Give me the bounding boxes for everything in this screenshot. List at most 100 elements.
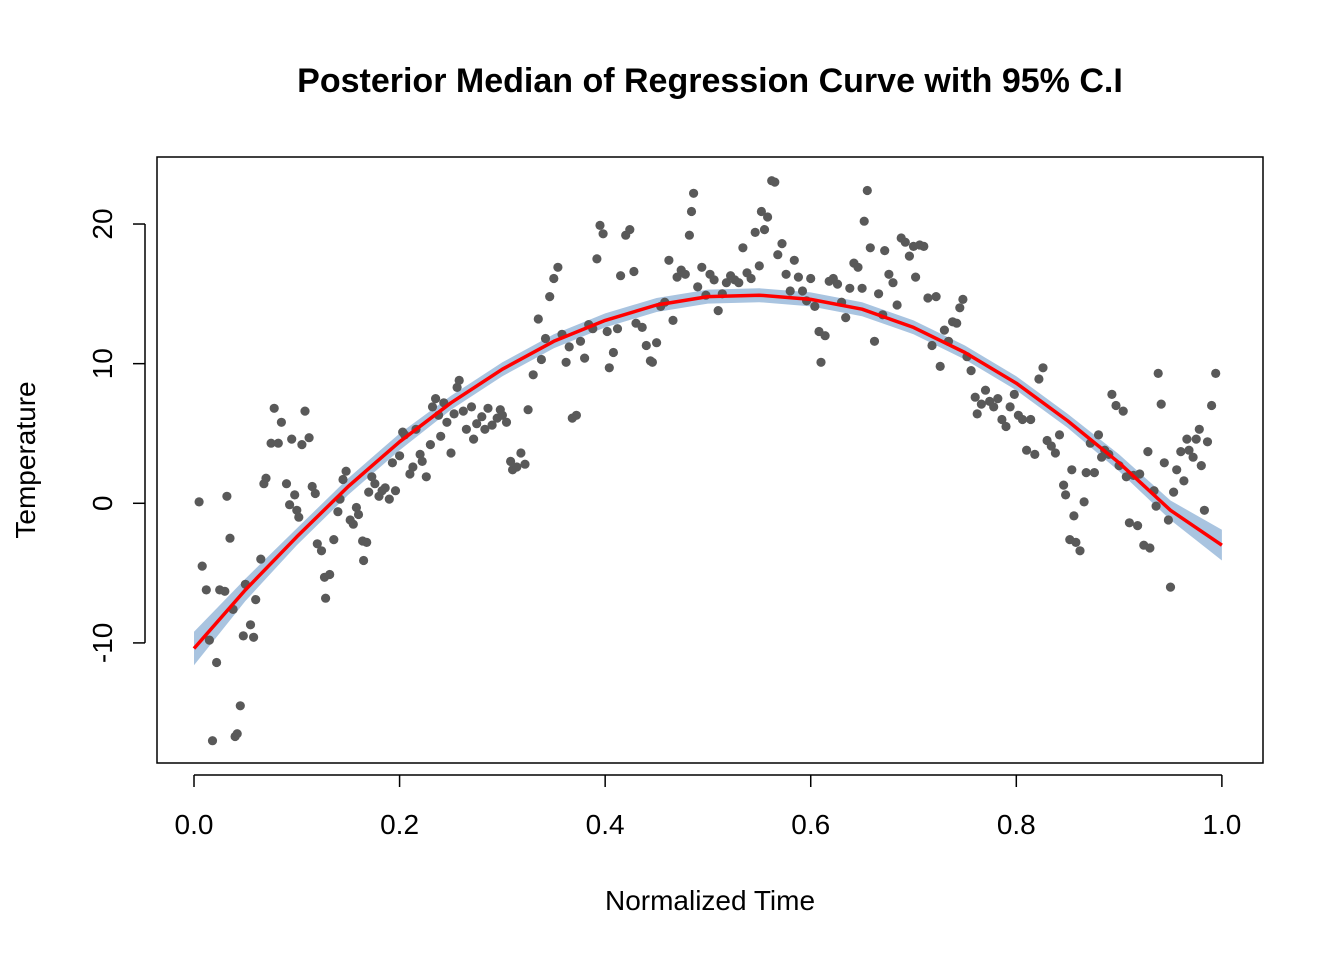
- data-point: [746, 273, 756, 284]
- data-point: [806, 273, 816, 284]
- data-point: [845, 283, 855, 293]
- data-point: [1184, 445, 1194, 455]
- data-point: [571, 410, 582, 420]
- data-point: [781, 269, 791, 279]
- data-point: [384, 494, 394, 504]
- data-point: [1005, 402, 1015, 412]
- data-point: [421, 472, 431, 482]
- data-point: [608, 347, 619, 358]
- data-point: [859, 216, 869, 226]
- data-point: [353, 509, 364, 520]
- data-point: [832, 279, 843, 289]
- data-point: [592, 254, 602, 264]
- data-point: [290, 490, 300, 500]
- data-point: [865, 243, 875, 253]
- data-point: [697, 262, 707, 272]
- x-tick-label: 0.0: [175, 809, 214, 840]
- data-point: [235, 701, 245, 711]
- data-point: [561, 357, 571, 367]
- data-point: [1182, 434, 1192, 444]
- data-point: [304, 433, 314, 443]
- data-point: [261, 473, 271, 483]
- data-point: [197, 561, 207, 571]
- data-point: [1207, 400, 1217, 411]
- data-point: [266, 438, 276, 448]
- data-point: [367, 472, 377, 482]
- data-point: [194, 497, 204, 507]
- data-point: [862, 185, 872, 196]
- data-point: [1022, 445, 1032, 455]
- data-point: [483, 403, 493, 413]
- data-point: [952, 318, 962, 328]
- data-point: [316, 546, 327, 556]
- data-point: [545, 292, 555, 302]
- data-point: [1202, 437, 1213, 447]
- data-point: [232, 729, 242, 739]
- data-point: [1069, 511, 1079, 521]
- data-point: [785, 286, 795, 296]
- data-point: [449, 409, 459, 419]
- data-point: [405, 469, 415, 479]
- data-point: [900, 237, 910, 247]
- data-point: [1156, 399, 1166, 409]
- x-tick-label: 0.6: [791, 809, 830, 840]
- data-point: [523, 405, 533, 415]
- data-point: [939, 325, 950, 335]
- data-point: [931, 292, 941, 302]
- data-point: [1153, 368, 1163, 378]
- data-point: [220, 586, 230, 596]
- data-point: [245, 620, 256, 630]
- data-point: [756, 206, 767, 217]
- data-point: [512, 462, 522, 472]
- data-point: [351, 502, 361, 513]
- data-point: [427, 402, 438, 412]
- data-point: [595, 220, 605, 230]
- data-point: [1124, 518, 1134, 528]
- data-point: [919, 241, 929, 251]
- data-point: [750, 227, 760, 237]
- data-point: [506, 456, 516, 466]
- data-point: [446, 448, 456, 458]
- data-point: [652, 338, 662, 348]
- data-point: [348, 519, 358, 529]
- data-point: [713, 306, 723, 316]
- data-point: [472, 419, 482, 429]
- data-point: [461, 424, 471, 434]
- data-point: [1211, 368, 1221, 378]
- data-point: [793, 272, 804, 282]
- data-point: [668, 315, 678, 325]
- data-point: [1135, 469, 1145, 479]
- data-point: [966, 366, 976, 376]
- data-point: [1030, 449, 1040, 459]
- x-tick-label: 0.8: [997, 809, 1036, 840]
- data-point: [1194, 424, 1204, 434]
- data-point: [300, 406, 310, 416]
- data-points-layer: [194, 176, 1221, 746]
- data-point: [1050, 448, 1060, 458]
- data-point: [1034, 374, 1044, 384]
- data-point: [1054, 430, 1065, 440]
- data-point: [1089, 468, 1099, 478]
- data-point: [380, 483, 390, 493]
- data-point: [820, 331, 830, 341]
- confidence-band: [194, 288, 1222, 666]
- data-point: [789, 255, 799, 265]
- confidence-band-layer: [194, 288, 1222, 666]
- data-point: [225, 533, 235, 543]
- data-point: [738, 243, 748, 253]
- data-point: [880, 246, 890, 256]
- data-point: [528, 370, 538, 380]
- data-point: [1169, 487, 1179, 497]
- data-point: [1107, 389, 1117, 399]
- data-point: [1093, 430, 1104, 440]
- data-point: [395, 451, 405, 461]
- median-curve-layer: [192, 293, 1223, 650]
- data-point: [310, 488, 320, 499]
- data-point: [307, 481, 317, 492]
- data-point: [425, 440, 435, 450]
- data-point: [431, 394, 441, 404]
- data-point: [287, 434, 297, 444]
- data-point: [664, 255, 674, 265]
- data-point: [604, 363, 614, 373]
- data-point: [629, 266, 639, 277]
